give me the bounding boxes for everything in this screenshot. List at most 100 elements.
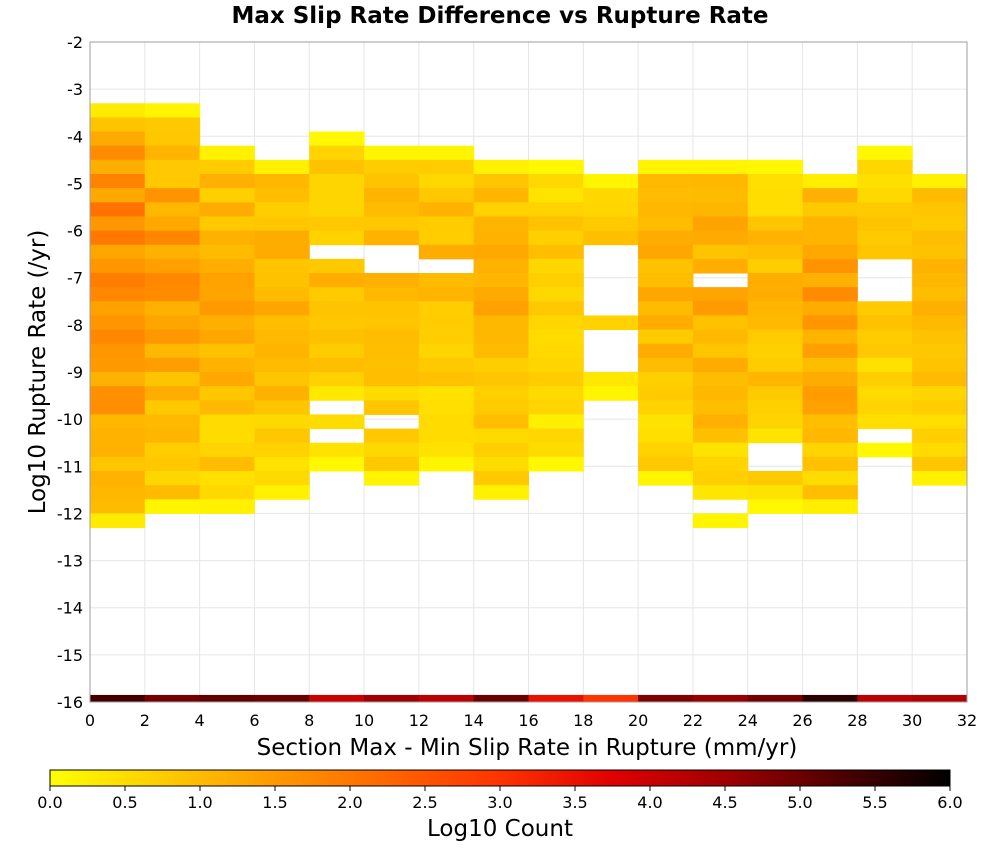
heatmap-cell — [692, 357, 749, 373]
heatmap-cell — [144, 273, 201, 288]
heatmap-cell — [418, 244, 475, 260]
heatmap-cell — [364, 386, 420, 401]
heatmap-cell — [638, 273, 694, 288]
heatmap-cell — [638, 315, 694, 331]
heatmap-cell — [90, 343, 146, 359]
x-tick-label: 30 — [902, 711, 922, 730]
heatmap-cell — [364, 273, 420, 288]
heatmap-cell — [473, 159, 529, 175]
heatmap-cell — [418, 442, 475, 458]
heatmap-cell — [364, 174, 420, 189]
heatmap-cell — [528, 400, 584, 415]
heatmap-cell — [692, 513, 749, 529]
heatmap-cell — [692, 485, 749, 500]
colorbar-tick-label: 2.5 — [412, 793, 437, 812]
heatmap-cell — [528, 301, 584, 316]
heatmap-cell — [144, 216, 201, 232]
heatmap-cell — [144, 499, 201, 514]
x-tick-label: 16 — [518, 711, 538, 730]
heatmap-cell — [199, 188, 255, 203]
heatmap-cell — [638, 372, 694, 387]
heatmap-cell — [802, 174, 858, 189]
heatmap-cell — [90, 357, 146, 373]
heatmap-cells — [90, 103, 968, 702]
heatmap-cell — [857, 145, 913, 161]
heatmap-cell — [418, 202, 475, 217]
heatmap-cell — [747, 343, 804, 359]
heatmap-cell — [692, 372, 749, 387]
heatmap-cell — [199, 273, 255, 288]
heatmap-cell — [144, 357, 201, 373]
y-tick-label: -12 — [57, 504, 83, 523]
heatmap-bottom-cell — [90, 694, 146, 702]
heatmap-cell — [692, 315, 749, 331]
heatmap-cell — [418, 386, 475, 401]
heatmap-cell — [90, 159, 146, 175]
x-tick-label: 4 — [195, 711, 205, 730]
x-tick-label: 8 — [304, 711, 314, 730]
heatmap-cell — [747, 329, 804, 345]
heatmap-cell — [364, 329, 420, 345]
heatmap-bottom-cell — [747, 694, 804, 702]
x-tick-label: 10 — [354, 711, 374, 730]
heatmap-cell — [418, 329, 475, 345]
heatmap-cell — [692, 471, 749, 486]
heatmap-cell — [692, 230, 749, 246]
heatmap-cell — [309, 273, 365, 288]
heatmap-cell — [254, 301, 310, 316]
heatmap-cell — [364, 202, 420, 217]
heatmap-cell — [638, 386, 694, 401]
heatmap-cell — [747, 386, 804, 401]
heatmap-cell — [473, 357, 529, 373]
heatmap-cell — [144, 414, 201, 430]
heatmap-cell — [638, 258, 694, 274]
heatmap-cell — [692, 287, 749, 302]
heatmap-cell — [144, 485, 201, 500]
heatmap-cell — [418, 230, 475, 246]
heatmap-cell — [90, 103, 146, 118]
heatmap-cell — [528, 414, 584, 430]
heatmap-cell — [857, 400, 913, 415]
heatmap-cell — [309, 159, 365, 175]
heatmap-cell — [912, 414, 968, 430]
heatmap-cell — [638, 174, 694, 189]
x-tick-label: 22 — [683, 711, 703, 730]
heatmap-cell — [254, 159, 310, 175]
x-tick-label: 0 — [85, 711, 95, 730]
heatmap-cell — [199, 357, 255, 373]
heatmap-cell — [857, 372, 913, 387]
heatmap-cell — [692, 244, 749, 260]
heatmap-cell — [638, 230, 694, 246]
heatmap-cell — [90, 287, 146, 302]
heatmap-cell — [802, 485, 858, 500]
heatmap-cell — [254, 202, 310, 217]
x-tick-label: 20 — [628, 711, 648, 730]
heatmap-cell — [364, 456, 420, 472]
heatmap-cell — [912, 301, 968, 316]
heatmap-cell — [912, 273, 968, 288]
heatmap-cell — [802, 414, 858, 430]
heatmap-cell — [692, 386, 749, 401]
x-axis-ticks: 0 2 4 6 8 10 12 14 16 18 20 22 24 26 28 30 32 — [85, 711, 977, 730]
heatmap-cell — [254, 485, 310, 500]
heatmap-cell — [473, 400, 529, 415]
heatmap-cell — [857, 343, 913, 359]
heatmap-cell — [144, 301, 201, 316]
x-tick-label: 26 — [792, 711, 812, 730]
heatmap-cell — [802, 456, 858, 472]
heatmap-cell — [692, 301, 749, 316]
heatmap-cell — [199, 414, 255, 430]
heatmap-cell — [309, 315, 365, 331]
colorbar-tick-label: 2.0 — [337, 793, 362, 812]
heatmap-cell — [90, 117, 146, 133]
heatmap-cell — [309, 216, 365, 232]
heatmap-cell — [747, 174, 804, 189]
colorbar-tick-label: 3.5 — [562, 793, 587, 812]
x-tick-label: 32 — [957, 711, 977, 730]
heatmap-cell — [473, 456, 529, 472]
heatmap-cell — [912, 315, 968, 331]
heatmap-cell — [528, 216, 584, 232]
heatmap-cell — [473, 258, 529, 274]
heatmap-cell — [473, 315, 529, 331]
colorbar-tick-label: 0.0 — [37, 793, 62, 812]
